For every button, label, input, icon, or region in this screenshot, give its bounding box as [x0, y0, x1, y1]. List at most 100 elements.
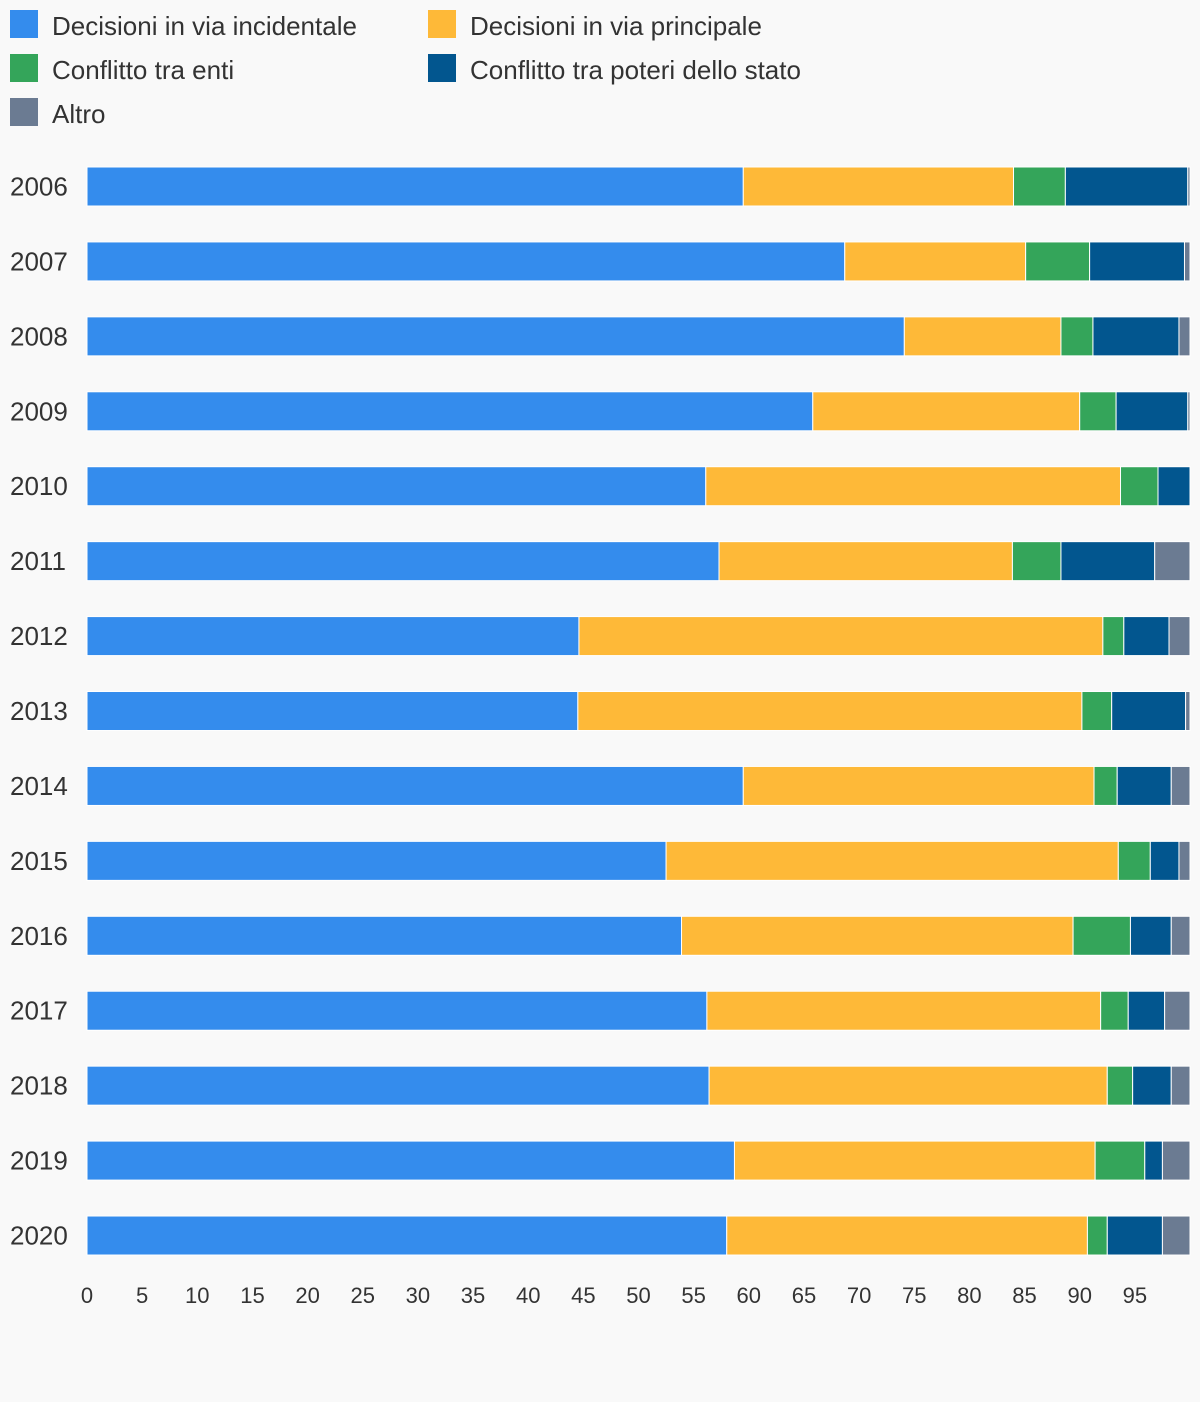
bar-segment[interactable] [1161, 1140, 1191, 1181]
bar-segment[interactable] [86, 1140, 735, 1181]
bar-segment[interactable] [1089, 241, 1185, 282]
bar-segment[interactable] [1185, 691, 1191, 732]
bar-segment[interactable] [1060, 316, 1094, 357]
legend-item[interactable]: Decisioni in via principale [428, 10, 762, 41]
bar-segment[interactable] [1178, 840, 1191, 881]
bar-segment[interactable] [86, 391, 814, 432]
bar-segment[interactable] [681, 915, 1074, 956]
bar-segment[interactable] [86, 840, 667, 881]
bar-segment[interactable] [1117, 840, 1151, 881]
bar-segment[interactable] [1092, 316, 1180, 357]
legend-item[interactable]: Conflitto tra enti [10, 54, 234, 85]
bar-segment[interactable] [665, 840, 1119, 881]
bar-segment[interactable] [1086, 1215, 1108, 1256]
legend-item[interactable]: Decisioni in via incidentale [10, 10, 357, 41]
bar-segment[interactable] [1168, 616, 1191, 657]
category-label: 2006 [10, 172, 68, 202]
category-label: 2019 [10, 1146, 68, 1176]
bar-segment[interactable] [1127, 990, 1166, 1031]
bar-segment[interactable] [86, 990, 708, 1031]
x-tick-label: 70 [847, 1283, 871, 1308]
bar-row [86, 1140, 1191, 1181]
bar-segment[interactable] [742, 765, 1095, 806]
x-tick-label: 40 [516, 1283, 540, 1308]
bar-segment[interactable] [1170, 915, 1191, 956]
bar-segment[interactable] [578, 616, 1104, 657]
x-tick-label: 50 [626, 1283, 650, 1308]
bar-segment[interactable] [708, 1065, 1108, 1106]
bar-segment[interactable] [86, 541, 720, 582]
bar-segment[interactable] [1060, 541, 1156, 582]
bar-segment[interactable] [1187, 166, 1191, 207]
bar-segment[interactable] [1064, 166, 1189, 207]
bar-segment[interactable] [1132, 1065, 1172, 1106]
bar-segment[interactable] [1144, 1140, 1163, 1181]
bar-segment[interactable] [1079, 391, 1117, 432]
bar-row [86, 765, 1191, 806]
bar-segment[interactable] [86, 1215, 728, 1256]
bar-segment[interactable] [86, 765, 744, 806]
bar-segment[interactable] [1129, 915, 1172, 956]
bar-segment[interactable] [1183, 241, 1191, 282]
category-label: 2009 [10, 396, 68, 426]
bar-segment[interactable] [1013, 166, 1066, 207]
bar-segment[interactable] [844, 241, 1027, 282]
bar-segment[interactable] [705, 466, 1122, 507]
bar-segment[interactable] [86, 691, 579, 732]
bar-segment[interactable] [1115, 391, 1189, 432]
bar-segment[interactable] [86, 316, 905, 357]
bar-segment[interactable] [1170, 765, 1191, 806]
bar-segment[interactable] [1093, 765, 1118, 806]
x-tick-label: 15 [240, 1283, 264, 1308]
legend-label: Altro [52, 99, 105, 129]
legend: Decisioni in via incidentale Decisioni in… [10, 10, 801, 129]
bar-segment[interactable] [1170, 1065, 1191, 1106]
bar-segment[interactable] [577, 691, 1083, 732]
bar-segment[interactable] [1106, 1215, 1163, 1256]
bar-segment[interactable] [1072, 915, 1131, 956]
legend-swatch [428, 54, 456, 82]
x-tick-label: 95 [1123, 1283, 1147, 1308]
bar-segment[interactable] [742, 166, 1015, 207]
bar-segment[interactable] [1149, 840, 1180, 881]
bar-segment[interactable] [718, 541, 1013, 582]
bar-row [86, 691, 1191, 732]
legend-swatch [10, 98, 38, 126]
category-label: 2011 [10, 546, 66, 576]
bar-segment[interactable] [1154, 541, 1191, 582]
bar-segment[interactable] [726, 1215, 1088, 1256]
bar-segment[interactable] [1178, 316, 1191, 357]
bar-segment[interactable] [1120, 466, 1159, 507]
bar-segment[interactable] [1164, 990, 1191, 1031]
bar-segment[interactable] [733, 1140, 1096, 1181]
bar-segment[interactable] [706, 990, 1102, 1031]
bar-segment[interactable] [812, 391, 1081, 432]
bar-segment[interactable] [86, 166, 744, 207]
bar-segment[interactable] [1106, 1065, 1134, 1106]
bar-segment[interactable] [1025, 241, 1091, 282]
bar-segment[interactable] [1123, 616, 1170, 657]
category-label: 2016 [10, 921, 68, 951]
bar-segment[interactable] [1157, 466, 1191, 507]
bar-segment[interactable] [1011, 541, 1062, 582]
legend-item[interactable]: Conflitto tra poteri dello stato [428, 54, 801, 85]
bar-row [86, 541, 1191, 582]
bar-segment[interactable] [86, 241, 846, 282]
bar-segment[interactable] [86, 1065, 710, 1106]
bar-row [86, 391, 1191, 432]
bar-segment[interactable] [1100, 990, 1129, 1031]
bar-segment[interactable] [1094, 1140, 1146, 1181]
bar-segment[interactable] [86, 616, 580, 657]
bar-segment[interactable] [1081, 691, 1113, 732]
x-tick-label: 85 [1012, 1283, 1036, 1308]
bar-segment[interactable] [1111, 691, 1187, 732]
bar-segment[interactable] [86, 466, 707, 507]
bar-segment[interactable] [1161, 1215, 1191, 1256]
legend-item[interactable]: Altro [10, 98, 105, 129]
bar-segment[interactable] [903, 316, 1062, 357]
bar-segment[interactable] [86, 915, 683, 956]
bar-segment[interactable] [1102, 616, 1125, 657]
category-label: 2017 [10, 996, 68, 1026]
bar-segment[interactable] [1116, 765, 1172, 806]
bar-segment[interactable] [1187, 391, 1191, 432]
